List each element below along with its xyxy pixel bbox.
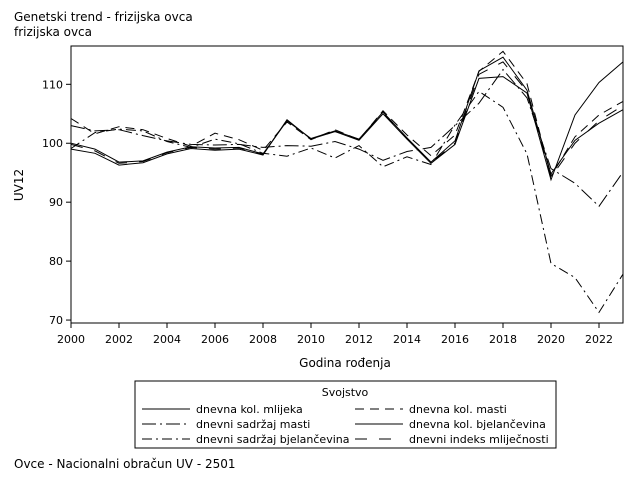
series-line-4 xyxy=(70,56,624,176)
x-tick-label: 2016 xyxy=(441,333,469,346)
x-tick-label: 2008 xyxy=(249,333,277,346)
x-tick-label: 2022 xyxy=(585,333,613,346)
series-line-2 xyxy=(70,50,624,178)
legend-entries: dnevna kol. mlijeka dnevna kol. masti dnev… xyxy=(142,403,549,446)
y-tick-label: 70 xyxy=(49,314,63,327)
legend-label: dnevna kol. mlijeka xyxy=(196,403,303,416)
legend-label: dnevna kol. masti xyxy=(409,403,507,416)
series-line-6 xyxy=(70,61,624,179)
axis-ticks: 2000 2002 2004 2006 2008 2010 2012 2014 2016 2018… xyxy=(42,78,613,346)
x-axis-label: Godina rođenja xyxy=(299,356,391,370)
x-tick-label: 2004 xyxy=(153,333,181,346)
y-tick-label: 90 xyxy=(49,196,63,209)
plot-frame xyxy=(70,45,624,324)
series-line-5 xyxy=(70,90,624,314)
y-tick-label: 100 xyxy=(42,137,63,150)
x-tick-label: 2000 xyxy=(57,333,85,346)
legend-title: Svojstvo xyxy=(322,386,369,399)
x-tick-label: 2006 xyxy=(201,333,229,346)
legend-label: dnevni sadržaj bjelančevina xyxy=(196,433,349,446)
chart-subtitle: frizijska ovca xyxy=(14,25,93,39)
series-line-1 xyxy=(70,61,624,182)
x-tick-label: 2012 xyxy=(345,333,373,346)
legend-box xyxy=(134,380,557,449)
x-tick-label: 2014 xyxy=(393,333,421,346)
x-tick-label: 2020 xyxy=(537,333,565,346)
x-tick-label: 2002 xyxy=(105,333,133,346)
y-tick-label: 110 xyxy=(42,78,63,91)
legend-label: dnevni indeks mliječnosti xyxy=(409,433,549,446)
legend-label: dnevni sadržaj masti xyxy=(196,418,310,431)
x-tick-label: 2010 xyxy=(297,333,325,346)
legend-label: dnevna kol. bjelančevina xyxy=(409,418,546,431)
x-tick-label: 2018 xyxy=(489,333,517,346)
chart-title: Genetski trend - frizijska ovca xyxy=(14,10,193,24)
series-lines xyxy=(70,50,624,314)
y-axis-label: UV12 xyxy=(12,169,26,201)
y-tick-label: 80 xyxy=(49,255,63,268)
chart-footer: Ovce - Nacionalni obračun UV - 2501 xyxy=(14,457,236,471)
